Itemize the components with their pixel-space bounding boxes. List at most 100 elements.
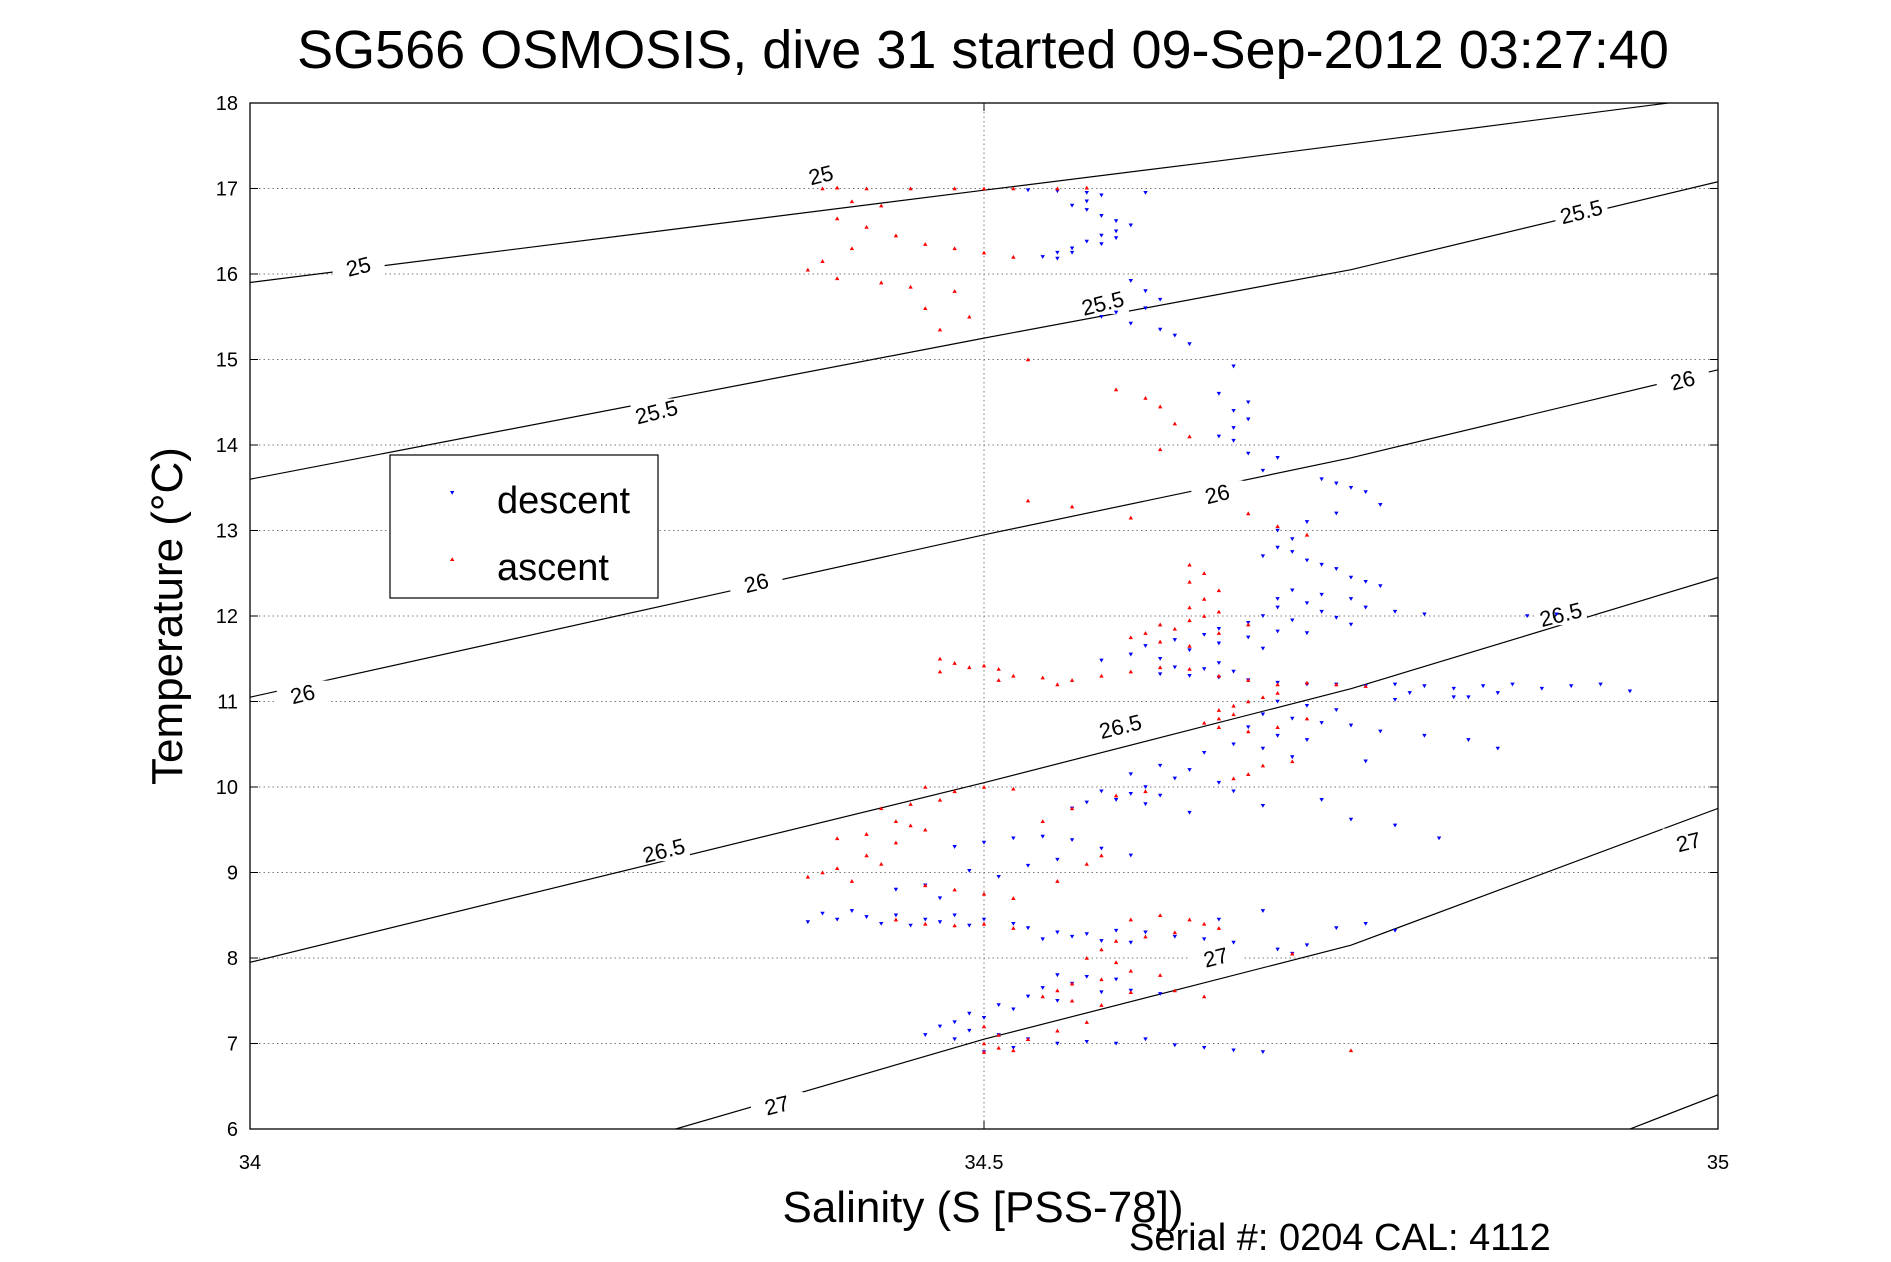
contour-label: 27 <box>1674 827 1704 857</box>
contour-label-bg <box>276 680 329 705</box>
descent-point <box>1524 614 1530 618</box>
descent-point <box>1334 615 1339 620</box>
legend-ascent-marker <box>450 557 455 561</box>
ascent-point <box>908 823 913 828</box>
descent-point <box>952 1037 957 1042</box>
descent-point <box>1113 928 1119 933</box>
contour-label: 25 <box>806 160 836 190</box>
ascent-point <box>1187 618 1192 623</box>
y-tick-label: 12 <box>216 606 238 628</box>
ascent-point <box>1202 921 1207 926</box>
descent-point <box>1011 836 1016 841</box>
ascent-point <box>1113 793 1119 798</box>
ascent-point <box>952 923 957 928</box>
x-tick-label: 35 <box>1707 1152 1729 1174</box>
descent-point <box>1128 772 1133 777</box>
descent-point <box>981 917 987 922</box>
axis-ticks: 6 7 8 9 10 11 12 13 14 15 16 17 18 34 34.5 35 <box>216 93 1729 1174</box>
descent-point <box>952 913 957 918</box>
ascent-point <box>1113 938 1119 943</box>
ascent-point <box>952 661 957 665</box>
ascent-point <box>1187 605 1192 610</box>
ascent-point <box>1055 1028 1060 1033</box>
ascent-point <box>1040 994 1045 999</box>
descent-point <box>1260 468 1266 473</box>
descent-point <box>805 920 811 925</box>
descent-point <box>967 868 972 873</box>
contour-label-bg <box>795 161 848 186</box>
ascent-point <box>1246 699 1251 704</box>
descent-point <box>1216 917 1222 922</box>
descent-point <box>1113 229 1119 234</box>
descent-point <box>1069 203 1075 208</box>
descent-point <box>1187 768 1192 772</box>
ascent-point <box>996 678 1001 682</box>
descent-point <box>1172 934 1178 939</box>
serial-footer: Serial #: 0204 CAL: 4112 <box>1129 1217 1551 1259</box>
ascent-point <box>1304 532 1310 537</box>
descent-point <box>1084 190 1089 195</box>
ascent-point <box>1025 498 1031 503</box>
descent-point <box>1011 922 1016 926</box>
ascent-point <box>1011 926 1016 930</box>
ascent-point <box>864 224 869 229</box>
ascent-point <box>1113 387 1119 392</box>
descent-point <box>1187 648 1192 653</box>
ascent-point <box>1187 643 1192 648</box>
contour-lines <box>250 103 1718 1129</box>
ascent-point <box>820 259 825 263</box>
ascent-point <box>981 1024 987 1029</box>
descent-point <box>1466 695 1471 700</box>
ascent-point <box>1157 913 1163 918</box>
descent-point <box>1363 922 1368 926</box>
descent-point <box>1392 823 1398 828</box>
descent-point <box>1348 622 1354 627</box>
descent-point <box>967 1028 972 1033</box>
ascent-point <box>893 819 899 823</box>
ascent-point <box>1040 819 1045 823</box>
ascent-point <box>981 186 987 191</box>
descent-point <box>1084 975 1089 979</box>
descent-point <box>908 923 913 928</box>
descent-point <box>1143 1037 1148 1042</box>
descent-point <box>1099 990 1104 995</box>
descent-point <box>1246 635 1251 640</box>
ascent-point <box>1069 504 1075 509</box>
descent-point <box>1231 789 1236 794</box>
descent-point <box>952 1020 957 1025</box>
contour-label-bg <box>1191 480 1244 505</box>
descent-point <box>1069 838 1075 843</box>
contour-line-25-5 <box>250 181 1718 480</box>
descent-point <box>1260 614 1266 618</box>
ascent-point <box>864 186 869 191</box>
descent-point <box>820 911 825 916</box>
ascent-point <box>879 280 884 285</box>
descent-point <box>981 840 987 845</box>
ascent-point <box>893 840 899 845</box>
contour-label: 26 <box>741 568 771 598</box>
ascent-point <box>1011 254 1016 259</box>
descent-point <box>1231 409 1236 413</box>
ascent-point <box>952 289 957 293</box>
chart-title: SG566 OSMOSIS, dive 31 started 09-Sep-20… <box>297 20 1669 80</box>
descent-point <box>1143 802 1148 807</box>
data-points <box>805 185 1633 1055</box>
descent-point <box>1202 937 1207 942</box>
descent-point <box>1231 364 1236 369</box>
contour-label-bg <box>1076 289 1129 314</box>
ascent-point <box>1011 1048 1016 1053</box>
contour-label: 25 <box>344 252 374 282</box>
legend-descent-marker <box>450 491 455 495</box>
ascent-point <box>1187 667 1192 671</box>
ascent-point <box>1084 185 1089 190</box>
ascent-point <box>952 887 957 892</box>
descent-point <box>1246 451 1251 456</box>
descent-point <box>1172 638 1178 642</box>
ascent-point <box>1157 447 1163 452</box>
ascent-point <box>923 785 928 789</box>
descent-point <box>1099 314 1104 319</box>
ascent-point <box>1143 631 1148 635</box>
descent-point <box>996 874 1001 879</box>
x-tick-label: 34.5 <box>965 1152 1004 1174</box>
